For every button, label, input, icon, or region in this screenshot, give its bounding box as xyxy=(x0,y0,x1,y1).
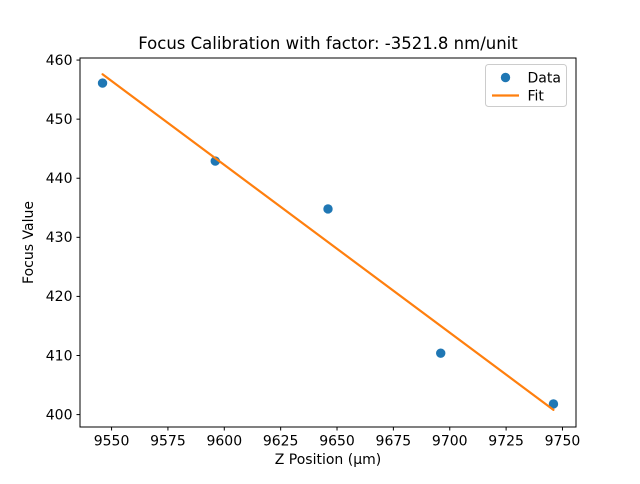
x-tick-label: 9725 xyxy=(488,434,524,450)
x-axis-label: Z Position (µm) xyxy=(275,452,381,468)
x-tick-label: 9700 xyxy=(432,434,468,450)
y-tick-label: 420 xyxy=(46,289,73,305)
data-point xyxy=(436,348,446,358)
legend-label-fit: Fit xyxy=(528,88,545,104)
y-tick-label: 440 xyxy=(46,171,73,187)
data-point xyxy=(548,399,559,409)
y-axis-ticks: 400 410 420 430 440 450 460 xyxy=(46,53,80,423)
x-tick-label: 9750 xyxy=(545,434,581,450)
x-tick-label: 9600 xyxy=(206,434,242,450)
x-tick-label: 9675 xyxy=(376,434,412,450)
y-tick-label: 410 xyxy=(46,348,73,364)
legend-data-marker-icon xyxy=(500,72,511,83)
y-tick-label: 400 xyxy=(46,407,73,423)
y-tick-label: 460 xyxy=(46,53,73,69)
legend-label-data: Data xyxy=(528,70,561,86)
data-point xyxy=(97,78,108,88)
plot-area-spines xyxy=(79,57,577,428)
x-tick-label: 9550 xyxy=(94,434,130,450)
x-tick-label: 9575 xyxy=(150,434,186,450)
fit-line xyxy=(101,73,555,411)
data-series xyxy=(97,73,559,411)
data-point xyxy=(323,204,333,214)
y-tick-label: 450 xyxy=(46,112,73,128)
chart-title: Focus Calibration with factor: -3521.8 n… xyxy=(138,34,518,53)
legend: Data Fit xyxy=(485,64,567,107)
y-axis-label: Focus Value xyxy=(21,201,37,284)
x-axis-ticks: 9550 9575 9600 9625 9650 9675 9700 9725 9750 xyxy=(94,427,581,450)
x-tick-label: 9650 xyxy=(319,434,355,450)
y-tick-label: 430 xyxy=(46,230,73,246)
x-tick-label: 9625 xyxy=(263,434,299,450)
